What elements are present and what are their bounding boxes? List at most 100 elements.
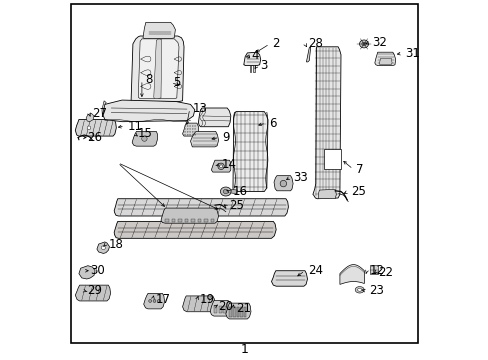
Text: 29: 29 <box>87 284 102 297</box>
Polygon shape <box>102 100 194 122</box>
Text: 6: 6 <box>268 117 276 130</box>
Bar <box>229 307 231 317</box>
Bar <box>191 219 194 222</box>
Polygon shape <box>75 285 110 301</box>
Polygon shape <box>131 36 183 102</box>
Ellipse shape <box>359 40 368 48</box>
Text: 21: 21 <box>235 302 250 315</box>
Bar <box>244 307 246 317</box>
Bar <box>236 307 239 317</box>
Ellipse shape <box>148 300 151 302</box>
Polygon shape <box>379 58 391 65</box>
Polygon shape <box>79 266 95 279</box>
Text: 15: 15 <box>137 127 152 140</box>
Text: 32: 32 <box>372 36 387 49</box>
Bar <box>232 307 235 317</box>
Text: 9: 9 <box>222 131 229 144</box>
Text: 20: 20 <box>218 300 232 313</box>
Bar <box>323 149 340 169</box>
Ellipse shape <box>194 129 195 130</box>
Text: 28: 28 <box>307 37 322 50</box>
Text: 26: 26 <box>87 131 102 144</box>
Polygon shape <box>161 208 218 223</box>
Polygon shape <box>339 265 364 284</box>
Polygon shape <box>132 131 157 146</box>
Text: 25: 25 <box>228 199 243 212</box>
Ellipse shape <box>218 163 224 170</box>
Ellipse shape <box>189 129 190 130</box>
Bar <box>210 219 214 222</box>
Polygon shape <box>271 271 307 286</box>
Bar <box>369 265 377 274</box>
Polygon shape <box>253 65 254 72</box>
Ellipse shape <box>187 129 188 130</box>
Polygon shape <box>210 301 230 316</box>
Polygon shape <box>153 39 162 99</box>
Ellipse shape <box>153 300 156 302</box>
Ellipse shape <box>192 126 193 127</box>
Polygon shape <box>138 39 179 99</box>
Text: 17: 17 <box>155 293 170 306</box>
Text: 12: 12 <box>369 264 384 277</box>
Text: 23: 23 <box>368 284 383 297</box>
Polygon shape <box>182 296 215 312</box>
Text: 19: 19 <box>200 293 214 306</box>
Text: 31: 31 <box>404 47 419 60</box>
Polygon shape <box>102 101 106 115</box>
Ellipse shape <box>189 134 190 135</box>
Ellipse shape <box>361 42 366 46</box>
Ellipse shape <box>189 131 190 132</box>
Ellipse shape <box>87 126 91 130</box>
Bar <box>184 219 188 222</box>
Text: 1: 1 <box>240 343 248 356</box>
Text: 5: 5 <box>173 76 181 89</box>
Ellipse shape <box>184 129 185 130</box>
Polygon shape <box>114 199 288 216</box>
Polygon shape <box>143 293 164 309</box>
Polygon shape <box>190 131 218 147</box>
Text: 13: 13 <box>192 102 207 115</box>
Text: 30: 30 <box>89 264 104 277</box>
Polygon shape <box>182 123 198 136</box>
Ellipse shape <box>354 287 364 293</box>
Text: 22: 22 <box>377 266 392 279</box>
Text: 33: 33 <box>293 171 307 184</box>
Text: 2: 2 <box>272 37 280 50</box>
Ellipse shape <box>220 187 231 196</box>
Ellipse shape <box>194 131 195 132</box>
Polygon shape <box>86 113 94 122</box>
Text: 27: 27 <box>92 107 107 120</box>
Polygon shape <box>312 47 340 199</box>
Polygon shape <box>249 65 250 72</box>
Ellipse shape <box>194 126 195 127</box>
Text: 11: 11 <box>127 120 142 132</box>
Polygon shape <box>374 52 395 66</box>
Ellipse shape <box>184 134 185 135</box>
Bar <box>240 307 242 317</box>
Polygon shape <box>225 303 250 319</box>
Text: 7: 7 <box>355 163 363 176</box>
Polygon shape <box>273 176 292 191</box>
Bar <box>204 219 207 222</box>
Ellipse shape <box>280 180 286 187</box>
Ellipse shape <box>184 126 185 127</box>
Bar <box>178 219 182 222</box>
Polygon shape <box>232 112 267 192</box>
Polygon shape <box>198 108 230 127</box>
Polygon shape <box>211 160 230 172</box>
Text: 8: 8 <box>144 73 152 86</box>
Polygon shape <box>114 221 276 238</box>
Ellipse shape <box>192 129 193 130</box>
Polygon shape <box>97 242 109 253</box>
Bar <box>165 219 168 222</box>
Ellipse shape <box>157 300 160 302</box>
Text: 18: 18 <box>108 238 123 251</box>
Bar <box>223 306 225 313</box>
Ellipse shape <box>187 126 188 127</box>
Ellipse shape <box>192 131 193 132</box>
Ellipse shape <box>142 136 147 141</box>
Polygon shape <box>306 47 310 62</box>
Ellipse shape <box>357 288 361 291</box>
Ellipse shape <box>192 134 193 135</box>
Ellipse shape <box>187 131 188 132</box>
